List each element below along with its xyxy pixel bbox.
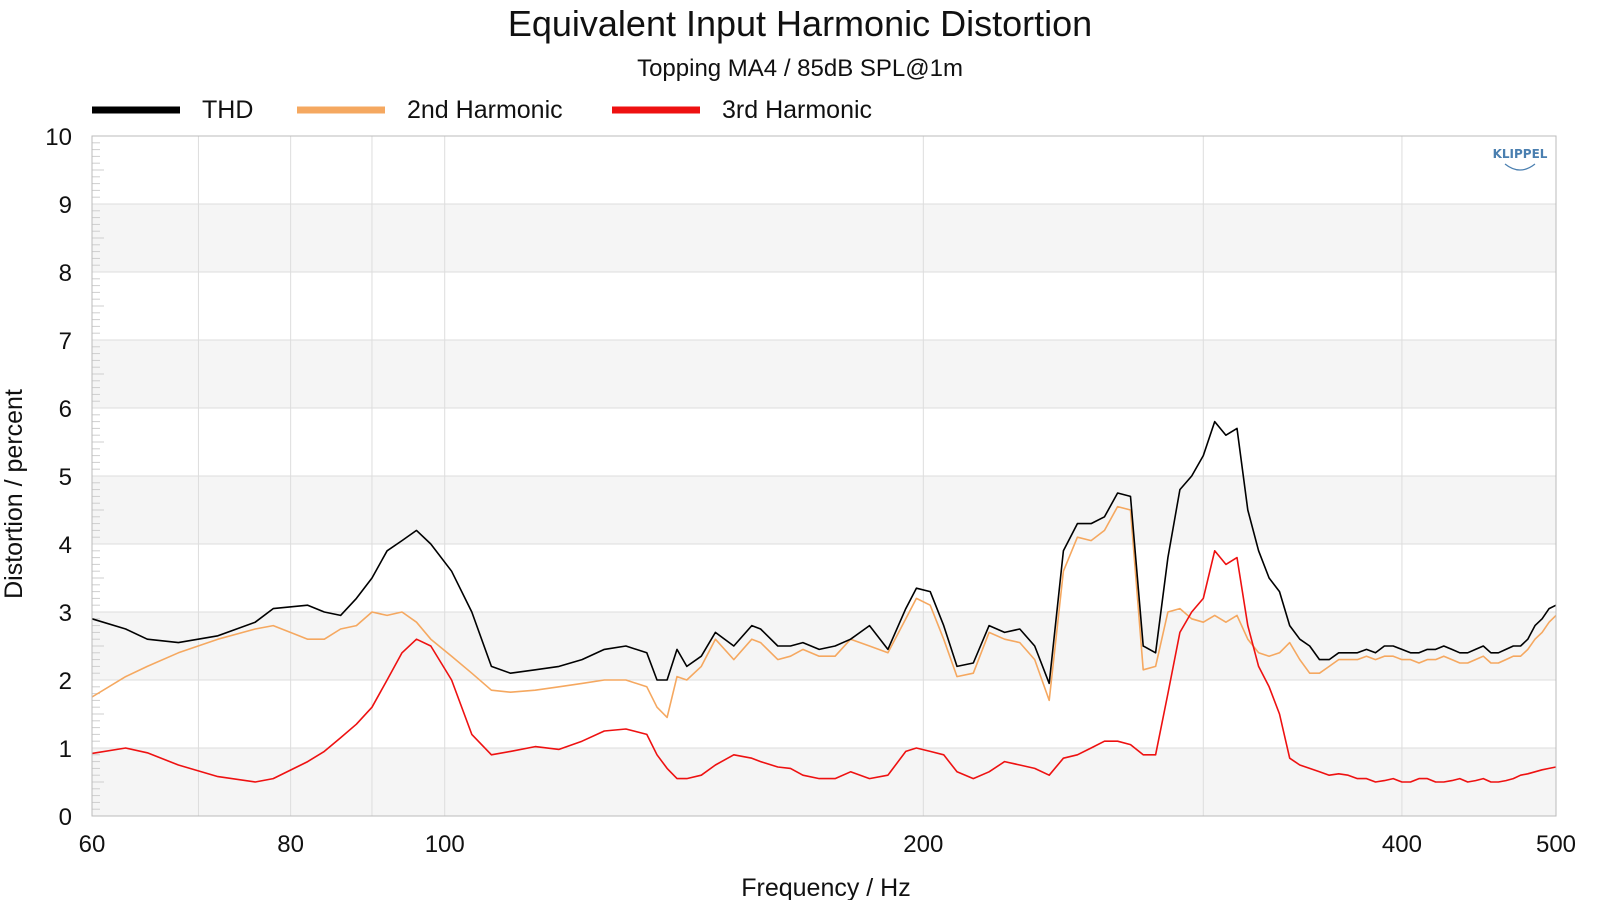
y-tick-label: 4 — [59, 532, 72, 559]
y-axis-ticks: 0 1 2 3 4 5 6 7 8 9 10 — [45, 124, 72, 831]
plot-band — [92, 748, 1556, 816]
y-tick-label: 5 — [59, 464, 72, 491]
series-lines — [91, 420, 1557, 783]
plot-band — [92, 612, 1556, 680]
y-tick-label: 9 — [59, 192, 72, 219]
x-axis-label: Frequency / Hz — [741, 874, 911, 900]
y-tick-label: 0 — [59, 804, 72, 831]
y-tick-label: 8 — [59, 260, 72, 287]
x-tick-label: 400 — [1382, 831, 1422, 858]
y-tick-label: 7 — [59, 328, 72, 355]
legend-label: THD — [202, 96, 253, 124]
klippel-logo-arc — [1504, 163, 1536, 171]
x-tick-label: 80 — [277, 831, 304, 858]
y-tick-label: 3 — [59, 600, 72, 627]
y-tick-label: 1 — [59, 736, 72, 763]
legend-label: 3rd Harmonic — [722, 96, 872, 124]
legend-label: 2nd Harmonic — [407, 96, 563, 124]
series-line-0 — [91, 420, 1557, 685]
y-minor-ticks — [92, 142, 104, 810]
x-tick-label: 200 — [903, 831, 943, 858]
y-tick-label: 2 — [59, 668, 72, 695]
x-tick-label: 100 — [425, 831, 465, 858]
y-tick-label: 10 — [45, 124, 72, 151]
chart-title: Equivalent Input Harmonic Distortion — [508, 3, 1092, 44]
series-line-1 — [91, 505, 1557, 719]
klippel-logo-text: KLIPPEL — [1493, 147, 1548, 161]
plot-frame — [91, 135, 1557, 817]
plot-band — [92, 204, 1556, 272]
y-axis-label: Distortion / percent — [0, 389, 28, 599]
plot-band — [92, 340, 1556, 408]
legend: THD 2nd Harmonic 3rd Harmonic — [92, 96, 872, 124]
chart-subtitle: Topping MA4 / 85dB SPL@1m — [637, 55, 963, 82]
plot-band — [92, 476, 1556, 544]
klippel-logo: KLIPPEL — [1493, 147, 1548, 171]
x-tick-label: 60 — [79, 831, 106, 858]
x-axis-ticks: 60 80 100 200 400 500 — [79, 831, 1576, 858]
series-line-2 — [91, 550, 1557, 783]
y-tick-label: 6 — [59, 396, 72, 423]
x-tick-label: 500 — [1536, 831, 1576, 858]
